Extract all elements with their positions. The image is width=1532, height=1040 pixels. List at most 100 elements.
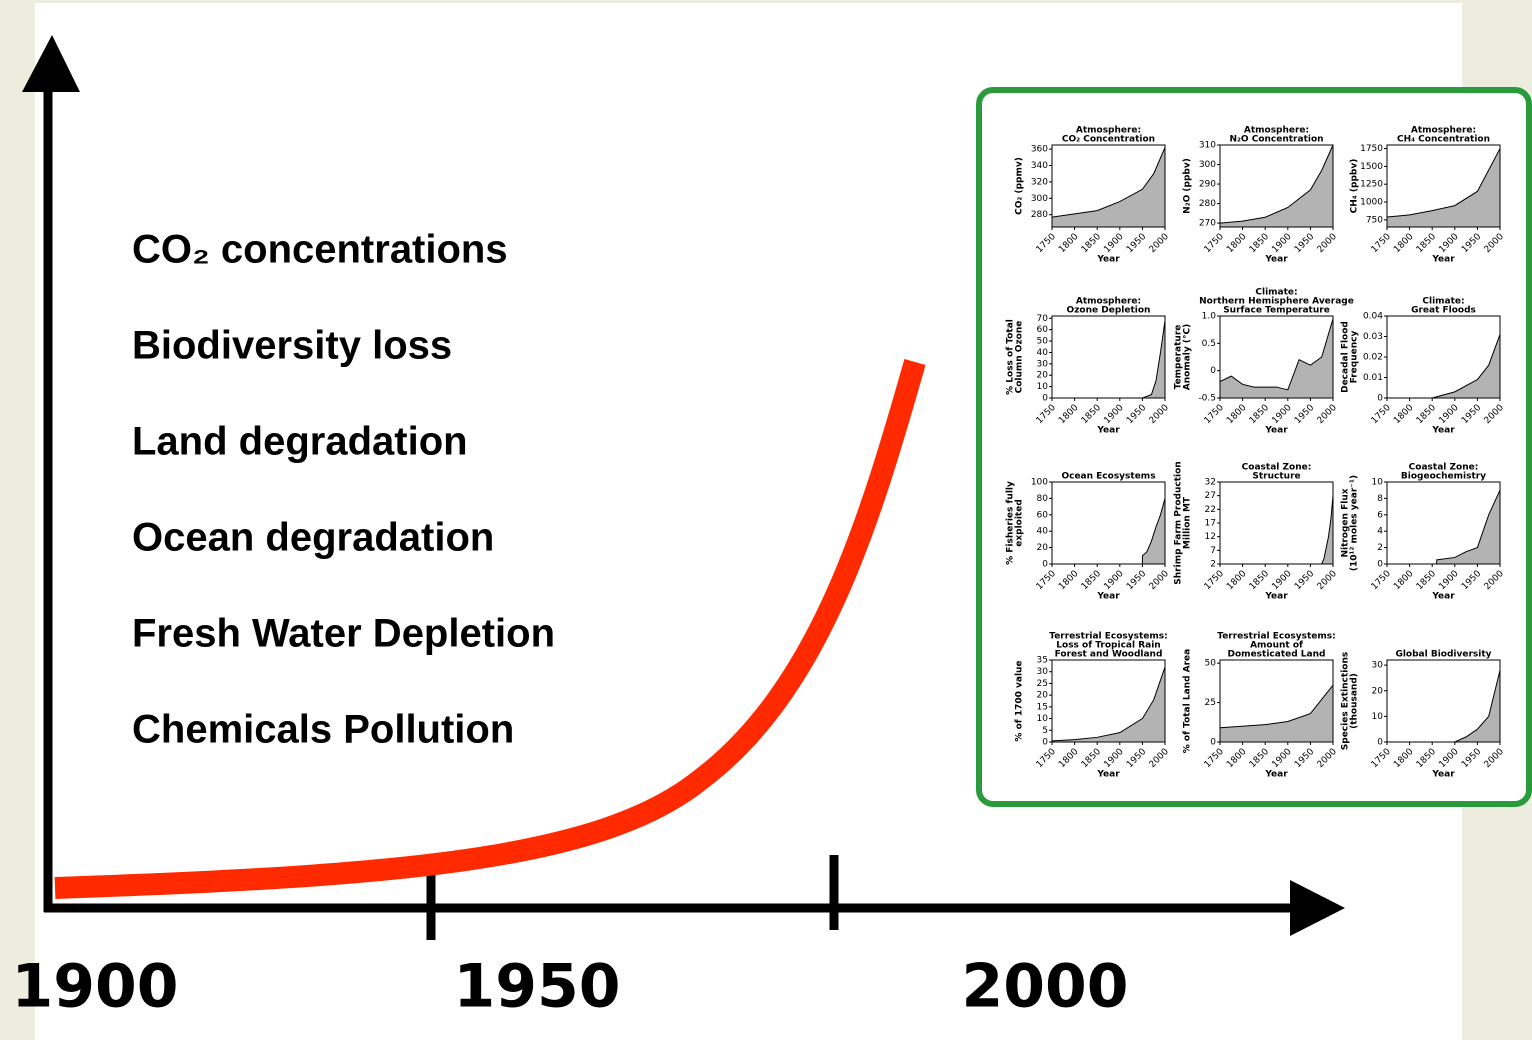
y-tick-label: 10	[1372, 478, 1384, 488]
y-axis-label: Decadal Flood	[1341, 321, 1351, 393]
panel-title: CH₄ Concentration	[1397, 135, 1490, 145]
y-tick-label: 290	[1199, 180, 1216, 190]
y-axis-label: Temperature	[1174, 325, 1184, 390]
y-tick-label: 2	[1210, 560, 1216, 570]
y-tick-label: 25	[1205, 698, 1216, 708]
y-tick-label: 750	[1366, 215, 1383, 225]
y-tick-label: 32	[1205, 478, 1216, 488]
x-axis-label: Year	[1096, 426, 1120, 436]
x-label: 2000	[962, 952, 1129, 1022]
plot-frame	[1386, 659, 1501, 743]
y-tick-label: 0.01	[1363, 373, 1383, 383]
y-tick-label: 0	[1377, 560, 1383, 570]
y-tick-label: 0	[1042, 738, 1048, 748]
y-tick-label: -0.5	[1198, 394, 1216, 404]
y-tick-label: 60	[1037, 510, 1049, 520]
x-axis-label: Year	[1431, 592, 1455, 602]
panel-title: Forest and Woodland	[1055, 650, 1163, 660]
y-tick-label: 4	[1377, 527, 1383, 537]
plot-frame	[1051, 659, 1166, 743]
y-axis-label: N₂O (ppbv)	[1183, 158, 1193, 214]
y-tick-label: 300	[1031, 194, 1048, 204]
plot-frame	[1219, 144, 1334, 228]
y-tick-label: 340	[1031, 161, 1048, 171]
list-item: Chemicals Pollution	[132, 708, 514, 752]
plot-frame	[1051, 315, 1166, 399]
y-arrow	[22, 35, 80, 92]
list-item: Fresh Water Depletion	[132, 612, 555, 656]
list-item: Biodiversity loss	[132, 324, 452, 368]
y-tick-label: 2	[1377, 543, 1383, 553]
y-tick-label: 0	[1210, 738, 1216, 748]
plot-frame	[1051, 144, 1166, 228]
y-axis-label: CO₂ (ppmv)	[1015, 157, 1025, 215]
y-tick-label: 310	[1199, 141, 1216, 151]
panel-title: Global Biodiversity	[1395, 650, 1491, 660]
x-axis-label: Year	[1096, 255, 1120, 265]
panel-title: Terrestrial Ecosystems:	[1049, 632, 1168, 642]
y-tick-label: 8	[1377, 494, 1383, 504]
y-tick-label: 60	[1037, 325, 1049, 335]
y-tick-label: 1500	[1360, 162, 1383, 172]
y-tick-label: 30	[1037, 359, 1049, 369]
y-axis-label: % Fisheries fully	[1006, 481, 1016, 565]
panel-title: CO₂ Concentration	[1062, 135, 1155, 145]
y-tick-label: 20	[1037, 371, 1049, 381]
y-tick-label: 100	[1031, 478, 1048, 488]
y-tick-label: 20	[1372, 686, 1384, 696]
y-tick-label: 0	[1377, 738, 1383, 748]
y-tick-label: 280	[1199, 199, 1216, 209]
y-tick-label: 0.02	[1363, 353, 1383, 363]
panel-title: Great Floods	[1411, 306, 1476, 316]
y-axis-label: Species Extinctions	[1341, 652, 1351, 750]
panel-title: Climate:	[1422, 297, 1464, 307]
panel-title: Atmosphere:	[1411, 126, 1476, 136]
y-tick-label: 0	[1377, 394, 1383, 404]
panel-title: Terrestrial Ecosystems:	[1217, 632, 1336, 642]
list-item: CO₂ concentrations	[132, 228, 508, 272]
x-label: 1900	[12, 952, 179, 1022]
y-tick-label: 300	[1199, 160, 1216, 170]
y-tick-label: 10	[1372, 712, 1384, 722]
panel-title: Domesticated Land	[1228, 650, 1326, 660]
y-axis-label: % of Total Land Area	[1183, 649, 1193, 753]
x-axis-label: Year	[1431, 255, 1455, 265]
y-tick-label: 30	[1037, 667, 1049, 677]
panel-title: Biogeochemistry	[1401, 472, 1486, 482]
y-tick-label: 0.04	[1363, 312, 1383, 322]
x-label: 1950	[454, 952, 621, 1022]
y-axis-label: Frequency	[1350, 331, 1360, 384]
y-tick-label: 12	[1205, 532, 1216, 542]
y-tick-label: 280	[1031, 210, 1048, 220]
panel-title: Loss of Tropical Rain	[1056, 641, 1160, 651]
y-tick-label: 30	[1372, 661, 1384, 671]
y-tick-label: 0	[1042, 394, 1048, 404]
y-axis-label: Nitrogen Flux	[1341, 488, 1351, 557]
y-tick-label: 0	[1210, 366, 1216, 376]
x-axis-label: Year	[1264, 592, 1288, 602]
y-tick-label: 27	[1205, 491, 1216, 501]
list-item: Land degradation	[132, 420, 468, 464]
y-tick-label: 40	[1037, 527, 1049, 537]
x-axis-label: Year	[1431, 426, 1455, 436]
y-axis-label: CH₄ (ppbv)	[1350, 159, 1360, 214]
y-tick-label: 0.5	[1202, 339, 1216, 349]
y-tick-label: 1000	[1360, 198, 1383, 208]
y-tick-label: 80	[1037, 494, 1049, 504]
y-tick-label: 40	[1037, 348, 1049, 358]
y-tick-label: 50	[1037, 337, 1049, 347]
panel-title: Amount of	[1250, 641, 1303, 651]
x-axis-label: Year	[1264, 255, 1288, 265]
x-axis-label: Year	[1096, 770, 1120, 780]
panel-title: Northern Hemisphere Average	[1199, 297, 1354, 307]
panel-title: Ocean Ecosystems	[1061, 472, 1155, 482]
inset-frame	[976, 87, 1532, 807]
y-axis-label: (10¹² moles year⁻¹)	[1350, 475, 1360, 571]
panel-title: Surface Temperature	[1223, 306, 1330, 316]
y-tick-label: 35	[1037, 656, 1048, 666]
y-tick-label: 50	[1205, 659, 1217, 669]
panel-title: Climate:	[1255, 288, 1297, 298]
plot-frame	[1386, 481, 1501, 565]
y-tick-label: 70	[1037, 314, 1049, 324]
